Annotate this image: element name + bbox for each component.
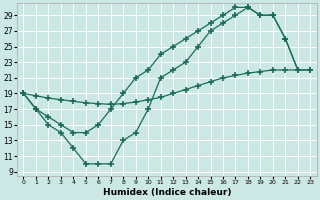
X-axis label: Humidex (Indice chaleur): Humidex (Indice chaleur)	[103, 188, 231, 197]
